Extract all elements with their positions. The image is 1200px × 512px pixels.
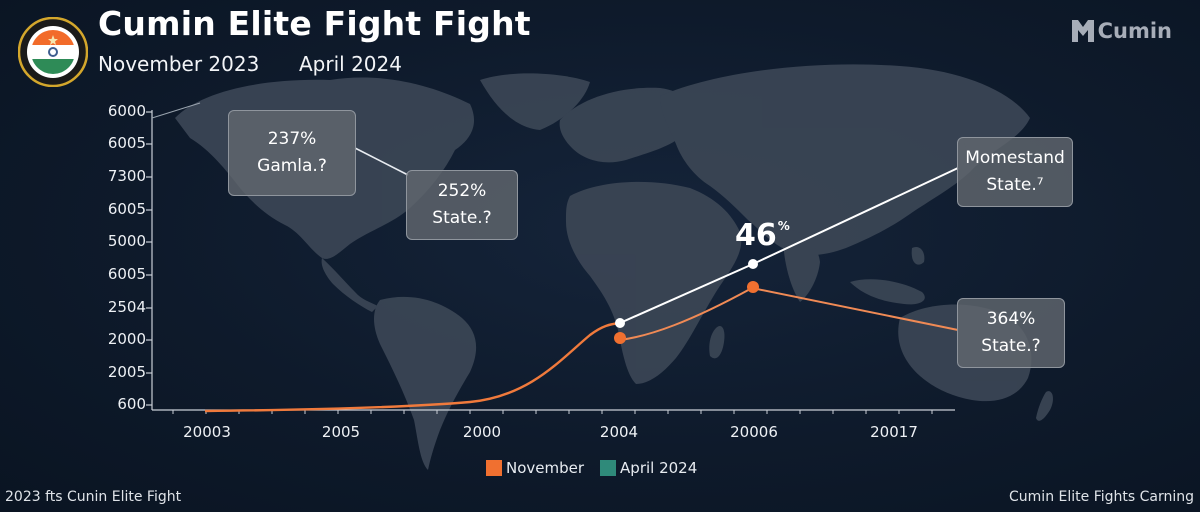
callout-value: 364% [986, 309, 1036, 329]
y-tick-label: 2000 [107, 330, 146, 348]
marker-orange-2 [747, 281, 759, 293]
brand-name: Cumin [1097, 19, 1172, 43]
emblem-logo-icon [18, 17, 88, 87]
legend-label: November [506, 459, 585, 477]
y-tick-label: 6005 [107, 200, 146, 218]
marker-orange-1 [614, 332, 626, 344]
callout-value: 252% [437, 181, 487, 201]
x-tick-label: 20003 [183, 423, 231, 441]
marker-white-2 [748, 259, 758, 269]
subtitle-end-date: April 2024 [299, 52, 402, 76]
y-tick-label: 5000 [107, 232, 146, 250]
callout-state-364: 364% State.? [957, 298, 1065, 368]
x-tick-marks [172, 410, 933, 414]
legend-item-november[interactable]: November [486, 459, 584, 477]
callout-label: Gamla.? [257, 156, 327, 176]
callout-momestand: Momestand State.⁷ [957, 137, 1073, 207]
y-tick-label: 6005 [107, 134, 146, 152]
brand-logo: Cumin [1070, 18, 1172, 44]
x-tick-label: 2005 [321, 423, 361, 441]
x-tick-label: 20017 [870, 423, 918, 441]
legend-swatch-orange-icon [486, 460, 502, 476]
series-november-line-b [619, 286, 959, 341]
x-tick-label: 2000 [462, 423, 502, 441]
chart-legend: November April 2024 [486, 459, 705, 477]
subtitle-start-date: November 2023 [98, 52, 260, 76]
callout-gamla: 237% Gamla.? [228, 110, 356, 196]
legend-swatch-teal-icon [600, 460, 617, 476]
y-tick-label: 6000 [107, 102, 146, 120]
highlight-unit: % [777, 219, 790, 233]
callout-value: Momestand [965, 148, 1065, 168]
callout-label: State.? [432, 208, 492, 228]
y-tick-marks [146, 111, 152, 406]
x-tick-label: 2004 [599, 423, 639, 441]
callout-connectors [151, 102, 409, 176]
footer-right-caption: Cumin Elite Fights Carning [1009, 489, 1194, 505]
highlight-value: 46 [735, 218, 777, 253]
y-tick-label: 7300 [107, 167, 146, 185]
marker-white-1 [615, 318, 625, 328]
y-tick-label: 600 [117, 395, 146, 413]
highlight-percent: 46% [735, 218, 790, 253]
brand-mark-icon [1071, 20, 1094, 42]
page-title: Cumin Elite Fight Fight [98, 4, 531, 43]
x-tick-label: 20006 [730, 423, 778, 441]
series-november-line [204, 321, 621, 413]
y-tick-label: 2005 [107, 363, 146, 381]
callout-value: 237% [267, 129, 317, 149]
y-tick-label: 2504 [107, 298, 146, 316]
legend-label: April 2024 [620, 459, 698, 477]
callout-label: State.? [981, 336, 1041, 356]
footer-left-caption: 2023 fts Cunin Elite Fight [5, 489, 182, 505]
callout-label: State.⁷ [986, 175, 1044, 195]
y-tick-label: 6005 [107, 265, 146, 283]
legend-item-april-2024[interactable]: April 2024 [600, 459, 697, 477]
callout-state-252: 252% State.? [406, 170, 518, 240]
